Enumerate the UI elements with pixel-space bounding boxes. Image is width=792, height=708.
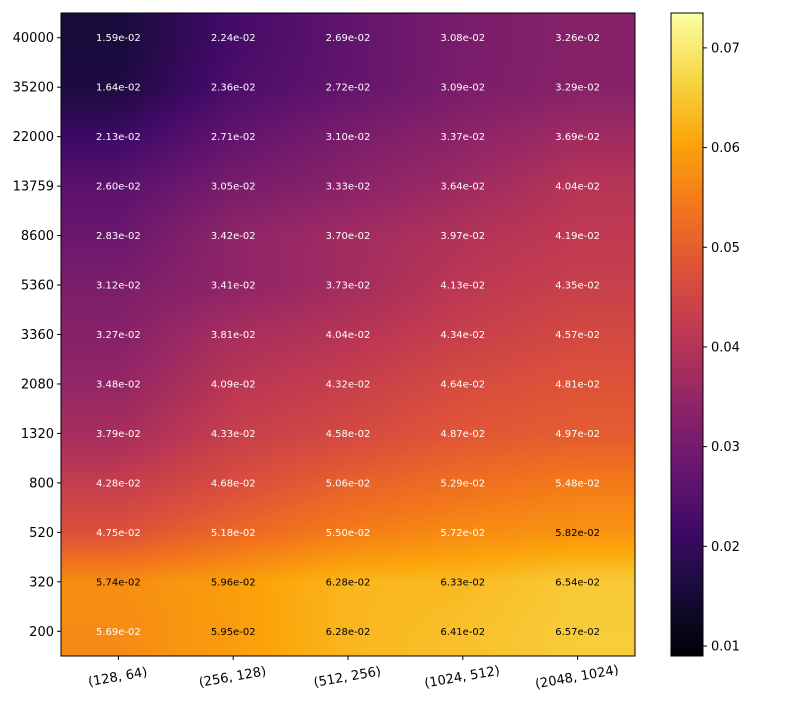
- cell-value-label: 4.75e-02: [96, 528, 141, 539]
- colorbar-tick-label: 0.06: [711, 141, 740, 156]
- x-tick-label: (256, 128): [198, 664, 268, 691]
- cell-value-label: 4.57e-02: [555, 330, 600, 341]
- x-tick-label: (512, 256): [313, 664, 383, 691]
- cell-value-label: 3.73e-02: [326, 281, 371, 292]
- y-tick-label: 13759: [13, 180, 54, 195]
- x-tick-label: (2048, 1024): [534, 663, 620, 692]
- y-tick-label: 22000: [13, 130, 54, 145]
- cell-value-label: 4.32e-02: [326, 379, 371, 390]
- cell-value-label: 3.48e-02: [96, 379, 141, 390]
- colorbar-tick-label: 0.02: [711, 540, 740, 555]
- y-tick-label: 320: [29, 575, 54, 590]
- cell-value-label: 4.04e-02: [326, 330, 371, 341]
- cell-value-label: 5.29e-02: [440, 478, 485, 489]
- cell-value-label: 4.97e-02: [555, 429, 600, 440]
- cell-value-label: 4.09e-02: [211, 379, 256, 390]
- cell-value-label: 5.95e-02: [211, 627, 256, 638]
- cell-value-label: 4.35e-02: [555, 281, 600, 292]
- heatmap-image: [61, 13, 635, 656]
- cell-value-label: 4.68e-02: [211, 478, 256, 489]
- colorbar: 0.01 0.02 0.03 0.04 0.05 0.06 0.07: [670, 12, 740, 657]
- cell-value-label: 3.12e-02: [96, 281, 141, 292]
- cell-value-label: 5.48e-02: [555, 478, 600, 489]
- cell-value-label: 5.82e-02: [555, 528, 600, 539]
- cell-value-label: 2.83e-02: [96, 231, 141, 242]
- cell-value-label: 1.64e-02: [96, 83, 141, 94]
- cell-value-label: 4.33e-02: [211, 429, 256, 440]
- y-tick-label: 2080: [21, 377, 54, 392]
- cell-value-label: 3.08e-02: [440, 33, 485, 44]
- cell-value-label: 3.37e-02: [440, 132, 485, 143]
- cell-value-label: 4.28e-02: [96, 478, 141, 489]
- cell-value-label: 3.70e-02: [326, 231, 371, 242]
- cell-value-label: 5.96e-02: [211, 577, 256, 588]
- cell-value-label: 4.34e-02: [440, 330, 485, 341]
- x-tick-label: (1024, 512): [423, 664, 501, 692]
- cell-value-label: 5.69e-02: [96, 627, 141, 638]
- cell-value-label: 5.72e-02: [440, 528, 485, 539]
- cell-value-label: 4.58e-02: [326, 429, 371, 440]
- cell-value-label: 3.42e-02: [211, 231, 256, 242]
- y-tick-label: 40000: [13, 31, 54, 46]
- y-tick-label: 8600: [21, 229, 54, 244]
- cell-value-label: 6.28e-02: [326, 627, 371, 638]
- y-tick-label: 35200: [13, 81, 54, 96]
- cell-value-label: 4.04e-02: [555, 182, 600, 193]
- cell-value-label: 6.41e-02: [440, 627, 485, 638]
- cell-value-label: 4.87e-02: [440, 429, 485, 440]
- cell-value-label: 2.13e-02: [96, 132, 141, 143]
- colorbar-tick-label: 0.01: [711, 640, 740, 655]
- cell-value-label: 5.06e-02: [326, 478, 371, 489]
- cell-value-label: 2.36e-02: [211, 83, 256, 94]
- cell-value-label: 3.29e-02: [555, 83, 600, 94]
- cell-value-label: 3.10e-02: [326, 132, 371, 143]
- cell-value-label: 3.79e-02: [96, 429, 141, 440]
- cell-value-label: 4.64e-02: [440, 379, 485, 390]
- cell-value-label: 3.33e-02: [326, 182, 371, 193]
- cell-value-label: 6.28e-02: [326, 577, 371, 588]
- y-tick-label: 800: [29, 476, 54, 491]
- colorbar-tick-label: 0.07: [711, 41, 740, 56]
- axes: 40000 35200 22000 13759 8600 5360 3360 2080 1320…: [13, 12, 636, 692]
- x-tick-label: (128, 64): [87, 665, 148, 690]
- cell-value-label: 1.59e-02: [96, 33, 141, 44]
- cell-value-label: 3.09e-02: [440, 83, 485, 94]
- cell-value-label: 6.33e-02: [440, 577, 485, 588]
- y-tick-label: 3360: [21, 328, 54, 343]
- cell-value-label: 2.72e-02: [326, 83, 371, 94]
- cell-value-label: 4.81e-02: [555, 379, 600, 390]
- colorbar-gradient: [670, 12, 704, 657]
- cell-labels: 1.59e-02 2.24e-02 2.69e-02 3.08e-02 3.26e-02…: [96, 33, 600, 638]
- cell-value-label: 3.64e-02: [440, 182, 485, 193]
- colorbar-tick-label: 0.04: [711, 340, 740, 355]
- cell-value-label: 6.57e-02: [555, 627, 600, 638]
- y-tick-label: 520: [29, 526, 54, 541]
- cell-value-label: 3.26e-02: [555, 33, 600, 44]
- cell-value-label: 3.05e-02: [211, 182, 256, 193]
- y-tick-label: 1320: [21, 427, 54, 442]
- cell-value-label: 3.41e-02: [211, 281, 256, 292]
- plot-area: [61, 13, 635, 656]
- colorbar-tick-label: 0.05: [711, 241, 740, 256]
- cell-value-label: 3.27e-02: [96, 330, 141, 341]
- cell-value-label: 2.69e-02: [326, 33, 371, 44]
- cell-value-label: 5.50e-02: [326, 528, 371, 539]
- cell-value-label: 6.54e-02: [555, 577, 600, 588]
- cell-value-label: 5.18e-02: [211, 528, 256, 539]
- cell-value-label: 4.13e-02: [440, 281, 485, 292]
- cell-value-label: 3.69e-02: [555, 132, 600, 143]
- cell-value-label: 4.19e-02: [555, 231, 600, 242]
- y-tick-label: 200: [29, 625, 54, 640]
- cell-value-label: 2.24e-02: [211, 33, 256, 44]
- cell-value-label: 2.60e-02: [96, 182, 141, 193]
- cell-value-label: 2.71e-02: [211, 132, 256, 143]
- colorbar-tick-label: 0.03: [711, 440, 740, 455]
- cell-value-label: 5.74e-02: [96, 577, 141, 588]
- y-tick-label: 5360: [21, 279, 54, 294]
- cell-value-label: 3.97e-02: [440, 231, 485, 242]
- cell-value-label: 3.81e-02: [211, 330, 256, 341]
